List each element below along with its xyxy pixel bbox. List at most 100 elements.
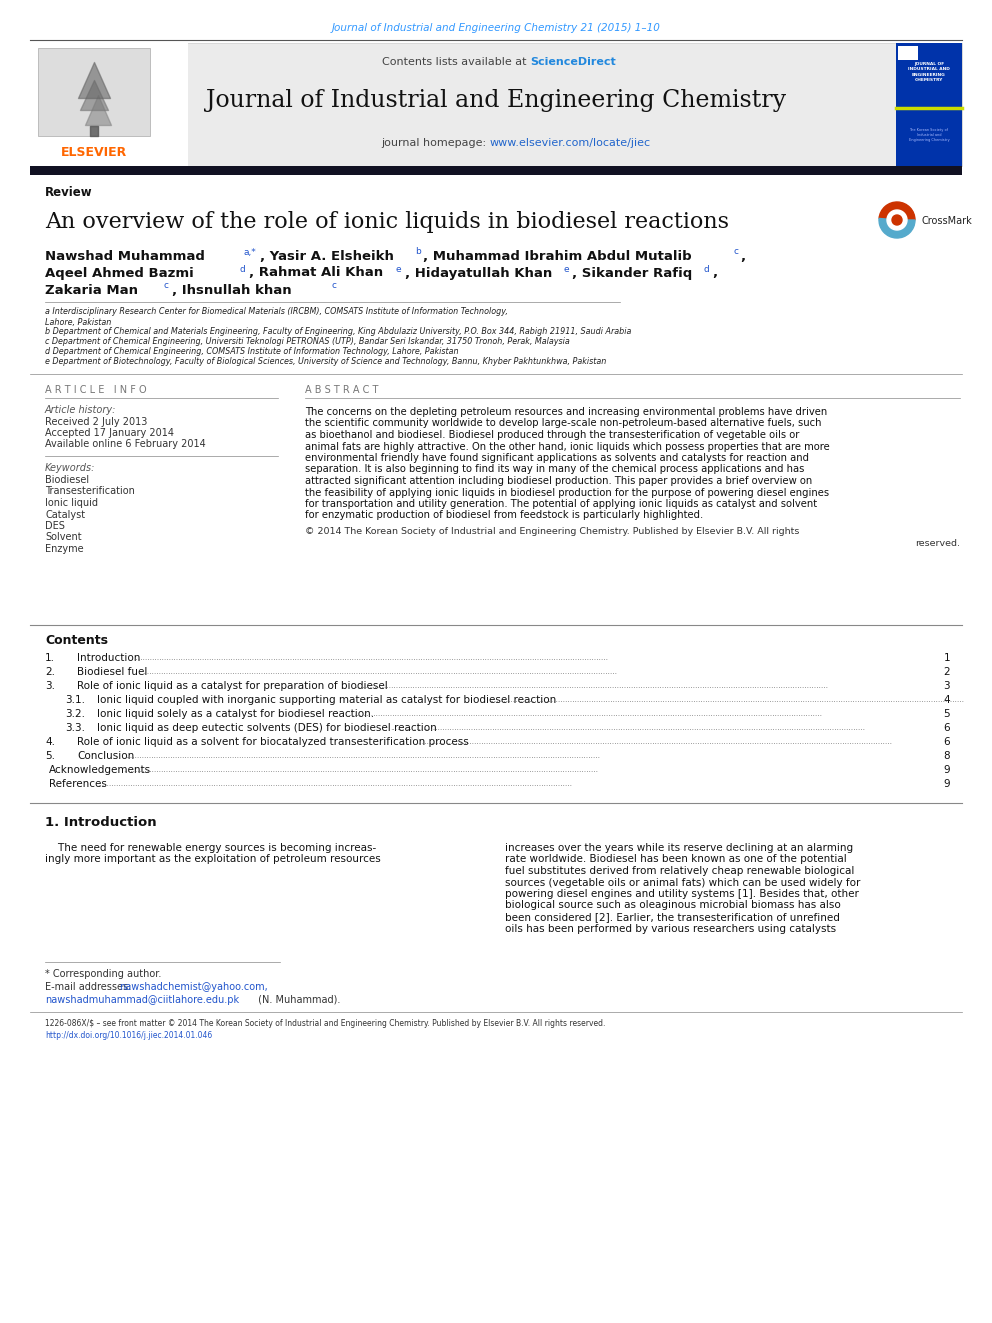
Text: 3: 3: [943, 681, 950, 691]
Text: (N. Muhammad).: (N. Muhammad).: [255, 995, 340, 1005]
Text: JOURNAL OF
INDUSTRIAL AND
ENGINEERING
CHEMISTRY: JOURNAL OF INDUSTRIAL AND ENGINEERING CH…: [908, 62, 950, 82]
Text: a Interdisciplinary Research Center for Biomedical Materials (IRCBM), COMSATS In: a Interdisciplinary Research Center for …: [45, 307, 508, 316]
Text: c Department of Chemical Engineering, Universiti Teknologi PETRONAS (UTP), Banda: c Department of Chemical Engineering, Un…: [45, 337, 569, 347]
Text: DES: DES: [45, 521, 64, 531]
Text: Lahore, Pakistan: Lahore, Pakistan: [45, 318, 111, 327]
Text: ................................................................................: ........................................…: [489, 696, 964, 705]
Text: b Department of Chemical and Materials Engineering, Faculty of Engineering, King: b Department of Chemical and Materials E…: [45, 328, 631, 336]
Text: Nawshad Muhammad: Nawshad Muhammad: [45, 250, 205, 262]
Text: CrossMark: CrossMark: [921, 216, 972, 226]
Text: 3.2.: 3.2.: [65, 709, 85, 718]
Text: ................................................................................: ........................................…: [347, 709, 822, 718]
Text: a,*: a,*: [244, 247, 257, 257]
Text: Ionic liquid: Ionic liquid: [45, 497, 98, 508]
Text: http://dx.doi.org/10.1016/j.jiec.2014.01.046: http://dx.doi.org/10.1016/j.jiec.2014.01…: [45, 1032, 212, 1040]
Text: increases over the years while its reserve declining at an alarming: increases over the years while its reser…: [505, 843, 853, 853]
Text: , Hidayatullah Khan: , Hidayatullah Khan: [405, 266, 553, 279]
Text: A R T I C L E   I N F O: A R T I C L E I N F O: [45, 385, 147, 396]
Text: d: d: [240, 265, 246, 274]
FancyBboxPatch shape: [30, 44, 188, 165]
Text: been considered [2]. Earlier, the transesterification of unrefined: been considered [2]. Earlier, the transe…: [505, 912, 840, 922]
Text: Ionic liquid solely as a catalyst for biodiesel reaction.: Ionic liquid solely as a catalyst for bi…: [97, 709, 374, 718]
Text: 5: 5: [943, 709, 950, 718]
Text: , Sikander Rafiq: , Sikander Rafiq: [572, 266, 692, 279]
Text: ingly more important as the exploitation of petroleum resources: ingly more important as the exploitation…: [45, 855, 381, 864]
Text: Biodiesel: Biodiesel: [45, 475, 89, 486]
Text: 1226-086X/$ – see front matter © 2014 The Korean Society of Industrial and Engin: 1226-086X/$ – see front matter © 2014 Th…: [45, 1020, 605, 1028]
FancyBboxPatch shape: [30, 44, 962, 165]
Circle shape: [887, 210, 907, 230]
Text: Transesterification: Transesterification: [45, 487, 135, 496]
Text: 6: 6: [943, 737, 950, 747]
Text: Received 2 July 2013: Received 2 July 2013: [45, 417, 148, 427]
Text: © 2014 The Korean Society of Industrial and Engineering Chemistry. Published by : © 2014 The Korean Society of Industrial …: [305, 528, 800, 537]
Text: animal fats are highly attractive. On the other hand, ionic liquids which posses: animal fats are highly attractive. On th…: [305, 442, 829, 451]
Text: The Korean Society of
Industrial and
Engineering Chemistry: The Korean Society of Industrial and Eng…: [909, 128, 949, 142]
Text: 1: 1: [943, 654, 950, 663]
Text: The concerns on the depleting petroleum resources and increasing environmental p: The concerns on the depleting petroleum …: [305, 407, 827, 417]
Text: ................................................................................: ........................................…: [418, 737, 893, 746]
Text: ScienceDirect: ScienceDirect: [530, 57, 616, 67]
Wedge shape: [879, 218, 915, 238]
Text: 5.: 5.: [45, 751, 55, 761]
FancyBboxPatch shape: [898, 46, 918, 60]
Text: 6: 6: [943, 722, 950, 733]
Text: d: d: [703, 265, 708, 274]
Text: 9: 9: [943, 765, 950, 775]
Text: 3.1.: 3.1.: [65, 695, 85, 705]
Text: www.elsevier.com/locate/jiec: www.elsevier.com/locate/jiec: [490, 138, 651, 148]
Text: e: e: [563, 265, 568, 274]
Text: Introduction: Introduction: [77, 654, 141, 663]
Text: as bioethanol and biodiesel. Biodiesel produced through the transesterification : as bioethanol and biodiesel. Biodiesel p…: [305, 430, 800, 441]
Text: biological source such as oleaginous microbial biomass has also: biological source such as oleaginous mic…: [505, 901, 841, 910]
FancyBboxPatch shape: [38, 48, 150, 136]
Text: 8: 8: [943, 751, 950, 761]
Text: for transportation and utility generation. The potential of applying ionic liqui: for transportation and utility generatio…: [305, 499, 817, 509]
Text: Ionic liquid as deep eutectic solvents (DES) for biodiesel reaction: Ionic liquid as deep eutectic solvents (…: [97, 722, 436, 733]
Text: sources (vegetable oils or animal fats) which can be used widely for: sources (vegetable oils or animal fats) …: [505, 877, 860, 888]
Text: e: e: [396, 265, 402, 274]
Text: ................................................................................: ........................................…: [142, 668, 617, 676]
FancyBboxPatch shape: [896, 44, 962, 165]
Text: fuel substitutes derived from relatively cheap renewable biological: fuel substitutes derived from relatively…: [505, 867, 854, 876]
Text: environmental friendly have found significant applications as solvents and catal: environmental friendly have found signif…: [305, 452, 809, 463]
Text: Role of ionic liquid as a catalyst for preparation of biodiesel: Role of ionic liquid as a catalyst for p…: [77, 681, 388, 691]
Text: * Corresponding author.: * Corresponding author.: [45, 968, 162, 979]
Text: Contents lists available at: Contents lists available at: [382, 57, 530, 67]
Text: ................................................................................: ........................................…: [123, 766, 598, 774]
Text: The need for renewable energy sources is becoming increas-: The need for renewable energy sources is…: [45, 843, 376, 853]
Text: e Department of Biotechnology, Faculty of Biological Sciences, University of Sci: e Department of Biotechnology, Faculty o…: [45, 357, 606, 366]
Text: oils has been performed by various researchers using catalysts: oils has been performed by various resea…: [505, 923, 836, 934]
Text: Biodiesel fuel: Biodiesel fuel: [77, 667, 148, 677]
Text: An overview of the role of ionic liquids in biodiesel reactions: An overview of the role of ionic liquids…: [45, 210, 729, 233]
Wedge shape: [879, 202, 915, 220]
Text: Ionic liquid coupled with inorganic supporting material as catalyst for biodiese: Ionic liquid coupled with inorganic supp…: [97, 695, 557, 705]
Text: 2.: 2.: [45, 667, 55, 677]
Text: rate worldwide. Biodiesel has been known as one of the potential: rate worldwide. Biodiesel has been known…: [505, 855, 847, 864]
Text: reserved.: reserved.: [915, 540, 960, 549]
Text: ................................................................................: ........................................…: [353, 681, 828, 691]
Text: A B S T R A C T: A B S T R A C T: [305, 385, 378, 396]
Text: Role of ionic liquid as a solvent for biocatalyzed transesterification process: Role of ionic liquid as a solvent for bi…: [77, 737, 469, 747]
Text: Journal of Industrial and Engineering Chemistry: Journal of Industrial and Engineering Ch…: [206, 89, 786, 111]
Text: 4: 4: [943, 695, 950, 705]
Text: powering diesel engines and utility systems [1]. Besides that, other: powering diesel engines and utility syst…: [505, 889, 859, 900]
Text: References: References: [49, 779, 107, 789]
Text: , Yasir A. Elsheikh: , Yasir A. Elsheikh: [260, 250, 394, 262]
Text: c: c: [163, 282, 168, 291]
Text: c: c: [332, 282, 337, 291]
Text: Zakaria Man: Zakaria Man: [45, 283, 138, 296]
Text: Journal of Industrial and Engineering Chemistry 21 (2015) 1–10: Journal of Industrial and Engineering Ch…: [331, 22, 661, 33]
Text: E-mail addresses:: E-mail addresses:: [45, 982, 135, 992]
Text: Aqeel Ahmed Bazmi: Aqeel Ahmed Bazmi: [45, 266, 193, 279]
Text: , Muhammad Ibrahim Abdul Mutalib: , Muhammad Ibrahim Abdul Mutalib: [423, 250, 691, 262]
Text: ................................................................................: ........................................…: [390, 724, 865, 733]
Text: , Rahmat Ali Khan: , Rahmat Ali Khan: [249, 266, 383, 279]
Text: Solvent: Solvent: [45, 532, 81, 542]
Text: Contents: Contents: [45, 635, 108, 647]
Circle shape: [892, 216, 902, 225]
FancyBboxPatch shape: [30, 165, 962, 175]
Text: separation. It is also beginning to find its way in many of the chemical process: separation. It is also beginning to find…: [305, 464, 805, 475]
Text: 2: 2: [943, 667, 950, 677]
Text: d Department of Chemical Engineering, COMSATS Institute of Information Technolog: d Department of Chemical Engineering, CO…: [45, 348, 458, 356]
